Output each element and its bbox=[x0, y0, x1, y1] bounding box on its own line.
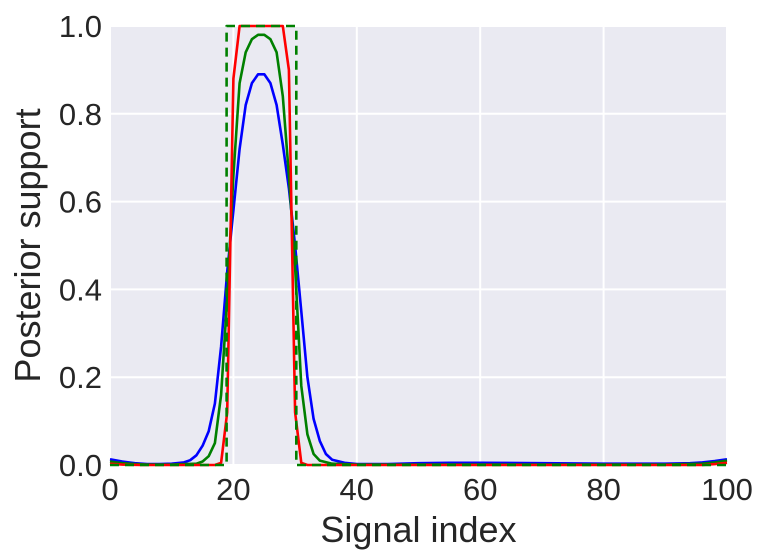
x-tick-labels: 0 20 40 60 80 100 bbox=[101, 472, 752, 507]
series-line-1 bbox=[109, 73, 728, 466]
y-tick-label: 0.6 bbox=[59, 185, 102, 220]
plot-area bbox=[110, 26, 727, 465]
x-axis-label: Signal index bbox=[320, 509, 516, 550]
y-tick-label: 0.4 bbox=[59, 272, 102, 307]
x-tick-label: 20 bbox=[216, 472, 250, 507]
series-line-4 bbox=[110, 24, 727, 467]
x-tick-label: 80 bbox=[586, 472, 620, 507]
series-lines bbox=[109, 24, 728, 467]
x-tick-label: 0 bbox=[101, 472, 118, 507]
x-tick-label: 100 bbox=[701, 472, 753, 507]
y-tick-label: 1.0 bbox=[59, 9, 102, 44]
y-tick-label: 0.8 bbox=[59, 97, 102, 132]
x-tick-label: 40 bbox=[340, 472, 374, 507]
y-axis-label: Posterior support bbox=[7, 108, 48, 382]
y-tick-labels: 0.0 0.2 0.4 0.6 0.8 1.0 bbox=[59, 9, 102, 483]
x-tick-label: 60 bbox=[463, 472, 497, 507]
y-tick-label: 0.2 bbox=[59, 360, 102, 395]
y-tick-label: 0.0 bbox=[59, 448, 102, 483]
